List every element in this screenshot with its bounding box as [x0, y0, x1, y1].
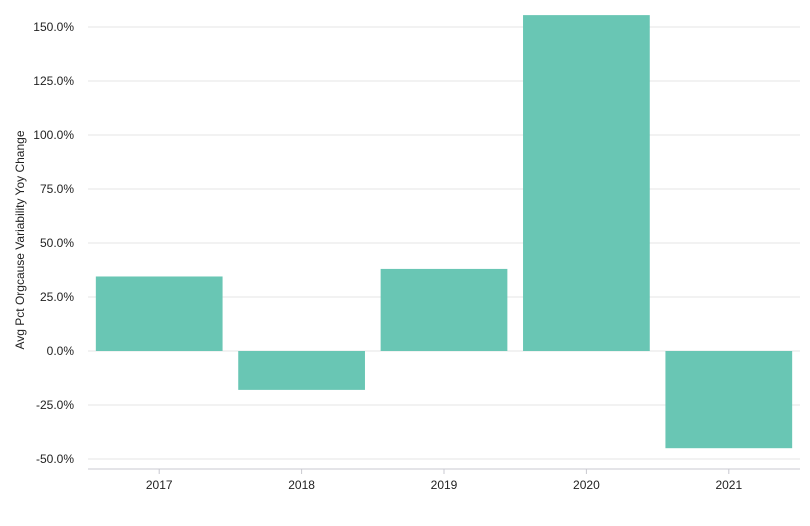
bar-2017 [95, 276, 223, 351]
bar-2020 [523, 15, 650, 352]
x-tick-label: 2018 [288, 478, 315, 492]
y-tick-label: 100.0% [33, 128, 74, 142]
bar-2021 [665, 351, 793, 449]
x-tick-label: 2019 [431, 478, 458, 492]
y-tick-label: -25.0% [36, 398, 74, 412]
y-tick-label: 75.0% [40, 182, 74, 196]
y-tick-label: -50.0% [36, 452, 74, 466]
y-tick-label: 0.0% [47, 344, 75, 358]
axes: -50.0% -25.0% 0.0% 25.0% 50.0% 75.0% 100.0% 125… [33, 20, 800, 492]
x-tick-label: 2020 [573, 478, 600, 492]
y-tick-label: 25.0% [40, 290, 74, 304]
y-tick-label: 125.0% [33, 74, 74, 88]
x-tick-label: 2021 [715, 478, 742, 492]
bars [95, 15, 793, 449]
y-tick-label: 50.0% [40, 236, 74, 250]
y-axis-title: Avg Pct Orgcause Variability Yoy Change [13, 130, 27, 349]
y-tick-label: 150.0% [33, 20, 74, 34]
bar-2018 [238, 351, 365, 390]
x-tick-label: 2017 [146, 478, 173, 492]
bar-2019 [380, 268, 508, 351]
